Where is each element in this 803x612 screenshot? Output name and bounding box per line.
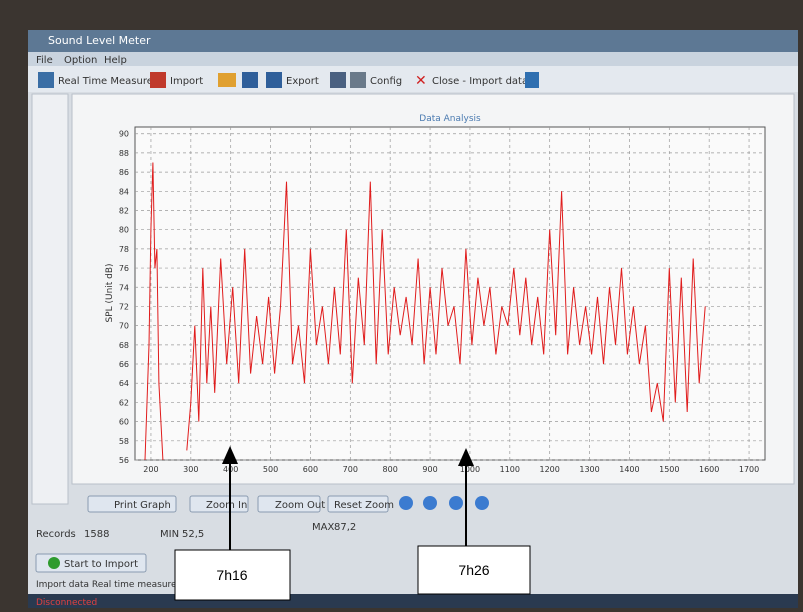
x-tick-label: 1500 [659, 465, 679, 474]
reset-zoom-button[interactable] [327, 495, 389, 513]
y-tick-label: 90 [119, 130, 129, 139]
data-line [144, 162, 706, 461]
toolbar-button[interactable]: Import [170, 76, 203, 87]
max-label: MAX [312, 522, 334, 533]
x-tick-label: 1400 [619, 465, 639, 474]
icon [266, 72, 282, 88]
y-tick-label: 62 [119, 398, 129, 407]
nav-button[interactable] [475, 496, 489, 510]
y-tick-label: 82 [119, 206, 129, 215]
nav-button[interactable] [423, 496, 437, 510]
y-tick-label: 72 [119, 302, 129, 311]
records-label: Records [36, 529, 76, 540]
icon [38, 72, 54, 88]
print-button[interactable] [87, 495, 177, 513]
y-tick-label: 88 [119, 149, 129, 158]
icon[interactable] [218, 73, 236, 87]
button-label[interactable]: Start to Import [64, 559, 138, 570]
x-tick-label: 1700 [739, 465, 759, 474]
x-tick-label: 800 [383, 465, 398, 474]
button-label[interactable]: Zoom In [206, 500, 247, 511]
toolbar-button[interactable]: Config [370, 76, 402, 87]
y-tick-label: 60 [119, 418, 129, 427]
y-tick-label: 58 [119, 437, 129, 446]
x-tick-label: 200 [143, 465, 158, 474]
button-label[interactable]: Zoom Out [275, 500, 325, 511]
annotation-box [417, 545, 531, 595]
x-tick-label: 500 [263, 465, 278, 474]
y-tick-label: 84 [119, 187, 129, 196]
button-label[interactable]: Reset Zoom [334, 500, 394, 511]
x-tick-label: 300 [183, 465, 198, 474]
max-value: 87,2 [334, 522, 356, 533]
y-tick-label: 74 [119, 283, 129, 292]
arrow-head [222, 446, 238, 464]
x-tick-label: 1200 [540, 465, 560, 474]
title-bar [28, 30, 798, 52]
window-title: Sound Level Meter [48, 34, 151, 47]
x-tick-label: 1100 [500, 465, 520, 474]
y-tick-label: 66 [119, 360, 129, 369]
x-tick-label: 1000 [460, 465, 480, 474]
annotation-text: 7h26 [458, 562, 489, 578]
y-tick-label: 68 [119, 341, 129, 350]
annotation-box [174, 549, 291, 601]
y-tick-label: 76 [119, 264, 129, 273]
y-tick-label: 56 [119, 456, 129, 465]
icon[interactable] [525, 72, 539, 88]
arrow-head [458, 448, 474, 466]
y-axis-label: SPL (Unit dB) [105, 263, 115, 322]
x-tick-label: 600 [303, 465, 318, 474]
x-tick-label: 1600 [699, 465, 719, 474]
menu-item[interactable]: Help [104, 55, 127, 66]
toolbar-button[interactable]: Real Time Measure [58, 76, 153, 87]
plot-area [134, 126, 766, 461]
y-tick-label: 86 [119, 168, 129, 177]
chart-title: Data Analysis [419, 114, 481, 124]
annotation-text: 7h16 [216, 567, 247, 583]
y-tick-label: 78 [119, 245, 129, 254]
x-tick-label: 1300 [579, 465, 599, 474]
icon[interactable] [330, 72, 346, 88]
min-label: MIN [160, 529, 179, 540]
min-value: 52,5 [182, 529, 204, 540]
icon [48, 557, 60, 569]
toolbar-button[interactable]: Export [286, 76, 319, 87]
y-tick-label: 80 [119, 226, 129, 235]
toolbar-button[interactable]: Close - Import data [432, 76, 528, 87]
records-value: 1588 [84, 529, 109, 540]
x-tick-label: 900 [422, 465, 437, 474]
taskbar [28, 594, 798, 608]
menu-item[interactable]: Option [64, 55, 97, 66]
y-tick-label: 70 [119, 322, 129, 331]
icon[interactable] [242, 72, 258, 88]
start-import-button[interactable] [35, 553, 147, 573]
x-tick-label: 700 [343, 465, 358, 474]
status-text: Disconnected [36, 598, 97, 608]
close-icon: ✕ [415, 73, 427, 89]
log-text: Import data Real time measure [36, 580, 177, 590]
button-label[interactable]: Print Graph [114, 500, 171, 511]
menu-item[interactable]: File [36, 55, 53, 66]
icon [150, 72, 166, 88]
menu-bar [28, 52, 798, 66]
icon [350, 72, 366, 88]
zoom-out-button[interactable] [257, 495, 321, 513]
record-grid [31, 93, 69, 505]
y-tick-label: 64 [119, 379, 129, 388]
nav-button[interactable] [399, 496, 413, 510]
nav-button[interactable] [449, 496, 463, 510]
zoom-in-button[interactable] [189, 495, 249, 513]
